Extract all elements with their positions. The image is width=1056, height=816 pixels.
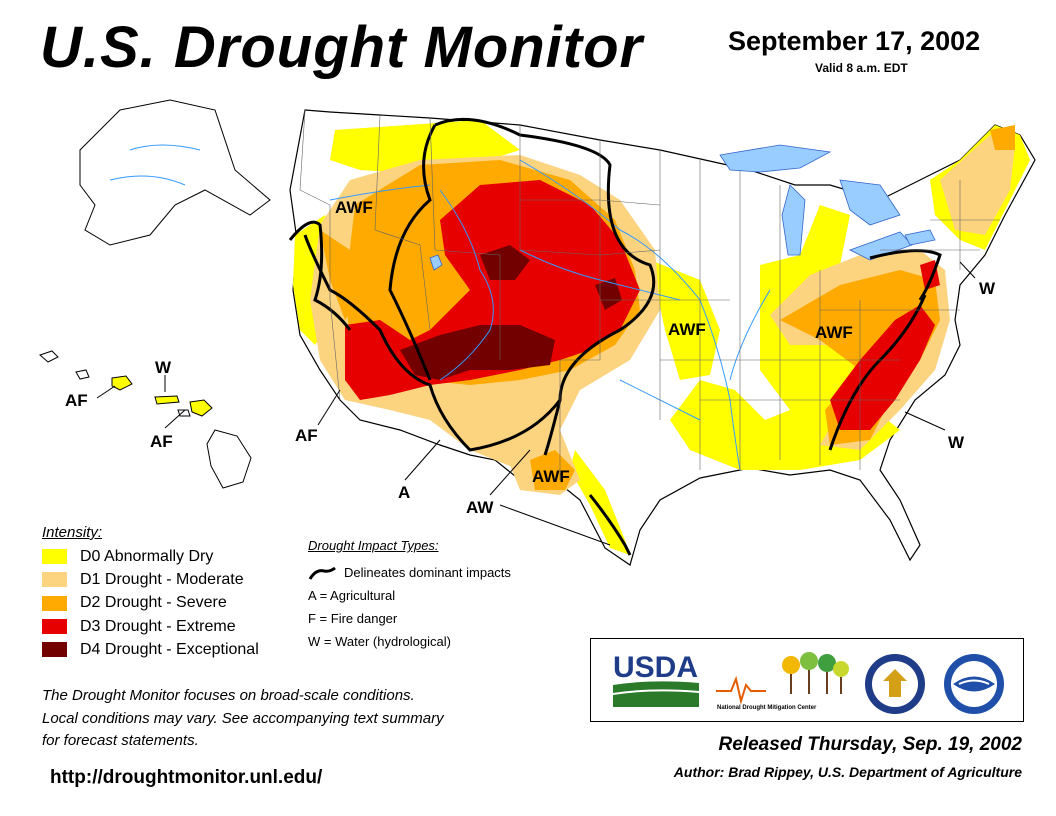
impact-type-agricultural: A = Agricultural — [308, 588, 396, 603]
impact-type-water: W = Water (hydrological) — [308, 634, 451, 649]
alaska-rivers — [109, 144, 201, 186]
author-credit: Author: Brad Rippey, U.S. Department of … — [673, 764, 1022, 780]
drought-d4-areas — [400, 245, 622, 380]
legend-swatch-d1 — [42, 572, 67, 588]
impact-line-icon — [308, 566, 336, 580]
impact-delineates-row: Delineates dominant impacts — [308, 561, 568, 584]
legend-row-d3: D3 Drought - Extreme — [42, 615, 302, 638]
legend-label-d4: D4 Drought - Exceptional — [80, 640, 259, 658]
release-date: Released Thursday, Sep. 19, 2002 — [718, 734, 1022, 755]
agency-logos-panel: USDA National Drought Mitigation Center — [590, 638, 1024, 722]
legend-label-d1: D1 Drought - Moderate — [80, 570, 244, 588]
ndmc-logo-text: National Drought Mitigation Center — [717, 705, 817, 711]
label-leader-lines — [317, 261, 976, 546]
impact-title: Drought Impact Types: — [308, 538, 439, 553]
impact-types-legend: Drought Impact Types: Delineates dominan… — [308, 538, 568, 653]
legend-row-d4: D4 Drought - Exceptional — [42, 638, 302, 661]
legend-row-d2: D2 Drought - Severe — [42, 592, 302, 615]
map-label-w-hawaii: W — [155, 358, 172, 377]
legend-row-d1: D1 Drought - Moderate — [42, 568, 302, 591]
map-date: September 17, 2002 — [728, 26, 981, 56]
map-label-awf-plains: AWF — [668, 320, 706, 339]
usda-logo: USDA — [613, 651, 699, 707]
legend-title: Intensity: — [42, 524, 103, 541]
state-boundaries — [299, 109, 1000, 480]
agency-logos: USDA National Drought Mitigation Center — [613, 651, 1004, 714]
disclaimer: The Drought Monitor focuses on broad-sca… — [42, 685, 572, 753]
website-link[interactable]: http://droughtmonitor.unl.edu/ — [50, 767, 323, 788]
map-label-a-southwest: A — [398, 483, 410, 502]
commerce-seal — [865, 654, 925, 714]
legend-swatch-d0 — [42, 549, 67, 565]
alaska-landmass — [79, 99, 271, 246]
hawaii-leader-af-south — [164, 409, 186, 429]
drought-map: AWF AWF AWF AWF AF A AW W W W AF AF — [39, 99, 1036, 566]
map-label-af-hawaii-south: AF — [150, 432, 173, 451]
map-label-awf-ohio-valley: AWF — [815, 323, 853, 342]
intensity-legend: Intensity: D0 Abnormally Dry D1 Drought … — [42, 524, 302, 661]
hawaii-islands — [39, 350, 252, 489]
ndmc-logo: National Drought Mitigation Center — [716, 652, 849, 711]
usda-logo-text: USDA — [613, 651, 698, 684]
valid-time: Valid 8 a.m. EDT — [815, 61, 908, 75]
legend-label-d2: D2 Drought - Severe — [80, 594, 227, 612]
legend-label-d3: D3 Drought - Extreme — [80, 617, 236, 635]
map-label-w-southeast: W — [948, 433, 965, 452]
disclaimer-line: The Drought Monitor focuses on broad-sca… — [42, 687, 415, 704]
page-title: U.S. Drought Monitor — [40, 15, 644, 80]
disclaimer-line: for forecast statements. — [42, 732, 199, 749]
map-label-w-northeast: W — [979, 279, 996, 298]
map-label-aw-texas: AW — [466, 498, 494, 517]
great-salt-lake — [429, 254, 443, 271]
impact-type-fire: F = Fire danger — [308, 611, 398, 626]
hawaii-leader-af-west — [96, 385, 116, 399]
legend-swatch-d4 — [42, 642, 67, 658]
legend-swatch-d3 — [42, 619, 67, 635]
great-lakes — [719, 144, 936, 261]
map-label-af-hawaii-west: AF — [65, 391, 88, 410]
legend-label-d0: D0 Abnormally Dry — [80, 547, 214, 565]
rivers — [329, 159, 771, 471]
legend-swatch-d2 — [42, 595, 67, 611]
noaa-logo — [944, 654, 1004, 714]
map-label-awf-texas: AWF — [532, 467, 570, 486]
disclaimer-line: Local conditions may vary. See accompany… — [42, 709, 444, 727]
impact-delineates-label: Delineates dominant impacts — [344, 565, 511, 580]
map-label-awf-northwest: AWF — [335, 198, 373, 217]
legend-row-d0: D0 Abnormally Dry — [42, 545, 302, 568]
map-label-af-california: AF — [295, 426, 318, 445]
